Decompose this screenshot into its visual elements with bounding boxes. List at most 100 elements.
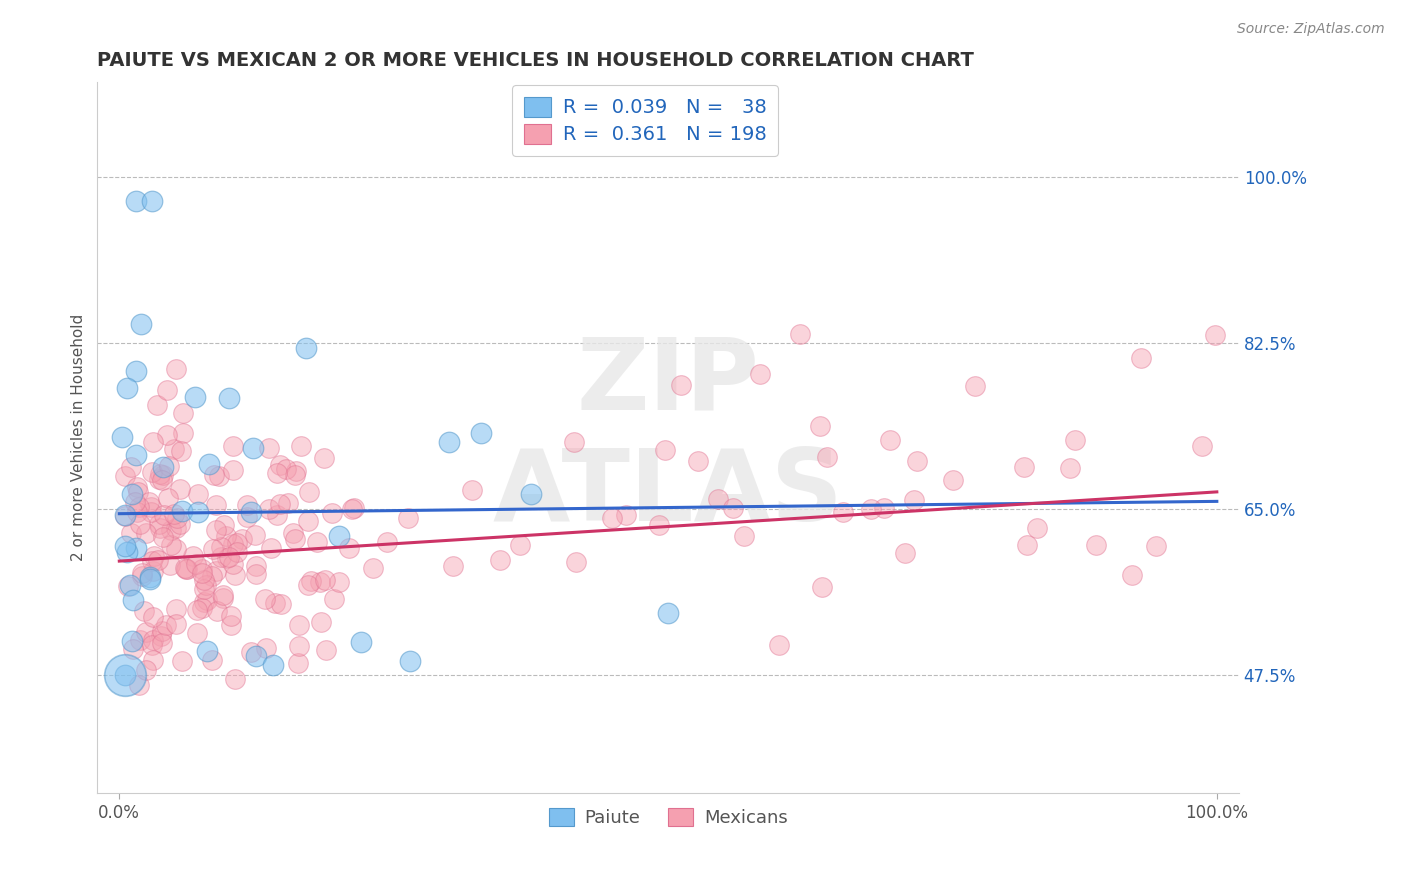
Point bbox=[222, 536, 245, 550]
Point bbox=[128, 517, 150, 532]
Point bbox=[245, 559, 267, 574]
Point bbox=[328, 529, 350, 543]
Point bbox=[614, 508, 637, 523]
Point bbox=[1085, 538, 1108, 552]
Point bbox=[127, 484, 149, 499]
Point bbox=[194, 578, 217, 592]
Point bbox=[284, 468, 307, 483]
Point bbox=[297, 514, 319, 528]
Point bbox=[235, 510, 257, 524]
Point bbox=[284, 464, 307, 478]
Point bbox=[121, 486, 143, 500]
Point bbox=[270, 597, 292, 611]
Point bbox=[274, 462, 297, 476]
Point bbox=[174, 562, 197, 576]
Point bbox=[219, 617, 242, 632]
Point bbox=[343, 500, 366, 515]
Point bbox=[260, 541, 283, 555]
Point bbox=[1064, 433, 1087, 447]
Point bbox=[184, 558, 207, 572]
Point bbox=[129, 632, 152, 647]
Point bbox=[141, 465, 163, 479]
Point bbox=[114, 468, 136, 483]
Point bbox=[243, 527, 266, 541]
Point bbox=[114, 668, 136, 682]
Point bbox=[135, 526, 157, 541]
Point bbox=[648, 518, 671, 533]
Point bbox=[811, 580, 834, 594]
Point bbox=[131, 566, 153, 580]
Point bbox=[117, 579, 139, 593]
Point bbox=[219, 608, 242, 623]
Point bbox=[165, 362, 187, 376]
Point bbox=[114, 509, 136, 524]
Point bbox=[218, 550, 240, 565]
Point bbox=[211, 591, 233, 606]
Point bbox=[204, 565, 226, 579]
Point bbox=[520, 487, 543, 501]
Point bbox=[172, 504, 194, 518]
Point bbox=[163, 442, 186, 456]
Point bbox=[148, 521, 170, 535]
Point bbox=[1144, 539, 1167, 553]
Point bbox=[903, 492, 925, 507]
Point bbox=[141, 639, 163, 653]
Point bbox=[328, 574, 350, 589]
Point bbox=[156, 428, 179, 442]
Point bbox=[148, 472, 170, 486]
Point bbox=[141, 554, 163, 568]
Point bbox=[361, 561, 384, 575]
Point bbox=[1014, 460, 1036, 475]
Point bbox=[860, 502, 883, 516]
Point bbox=[165, 542, 187, 557]
Point bbox=[163, 507, 186, 521]
Point bbox=[205, 604, 228, 618]
Point bbox=[174, 561, 197, 575]
Point bbox=[201, 542, 224, 557]
Point bbox=[165, 521, 187, 535]
Point bbox=[157, 459, 180, 474]
Point bbox=[266, 467, 288, 481]
Point bbox=[1025, 521, 1047, 535]
Point bbox=[669, 378, 692, 392]
Point bbox=[142, 549, 165, 564]
Point bbox=[749, 367, 772, 381]
Point bbox=[146, 398, 169, 412]
Point bbox=[155, 618, 177, 632]
Point bbox=[114, 508, 136, 522]
Point bbox=[139, 572, 162, 586]
Point bbox=[277, 496, 299, 510]
Point bbox=[470, 426, 492, 441]
Point bbox=[377, 535, 399, 549]
Point bbox=[263, 596, 285, 610]
Point bbox=[184, 390, 207, 404]
Point bbox=[187, 487, 209, 501]
Point bbox=[315, 643, 337, 657]
Point bbox=[231, 533, 253, 547]
Point bbox=[269, 497, 291, 511]
Point bbox=[211, 541, 233, 555]
Point bbox=[509, 538, 531, 552]
Point bbox=[245, 648, 267, 663]
Point bbox=[142, 632, 165, 647]
Y-axis label: 2 or more Vehicles in Household: 2 or more Vehicles in Household bbox=[72, 314, 86, 561]
Point bbox=[688, 453, 710, 467]
Point bbox=[152, 530, 174, 544]
Point bbox=[172, 407, 194, 421]
Point bbox=[128, 500, 150, 514]
Point bbox=[169, 444, 191, 458]
Point bbox=[254, 640, 277, 655]
Point bbox=[193, 582, 215, 597]
Point bbox=[308, 575, 330, 590]
Point bbox=[396, 510, 419, 524]
Point bbox=[142, 435, 165, 450]
Point bbox=[135, 625, 157, 640]
Point bbox=[149, 467, 172, 482]
Point bbox=[148, 516, 170, 531]
Point bbox=[259, 501, 281, 516]
Point bbox=[118, 578, 141, 592]
Point bbox=[437, 434, 460, 449]
Point bbox=[204, 523, 226, 537]
Point bbox=[242, 441, 264, 455]
Point bbox=[262, 658, 284, 673]
